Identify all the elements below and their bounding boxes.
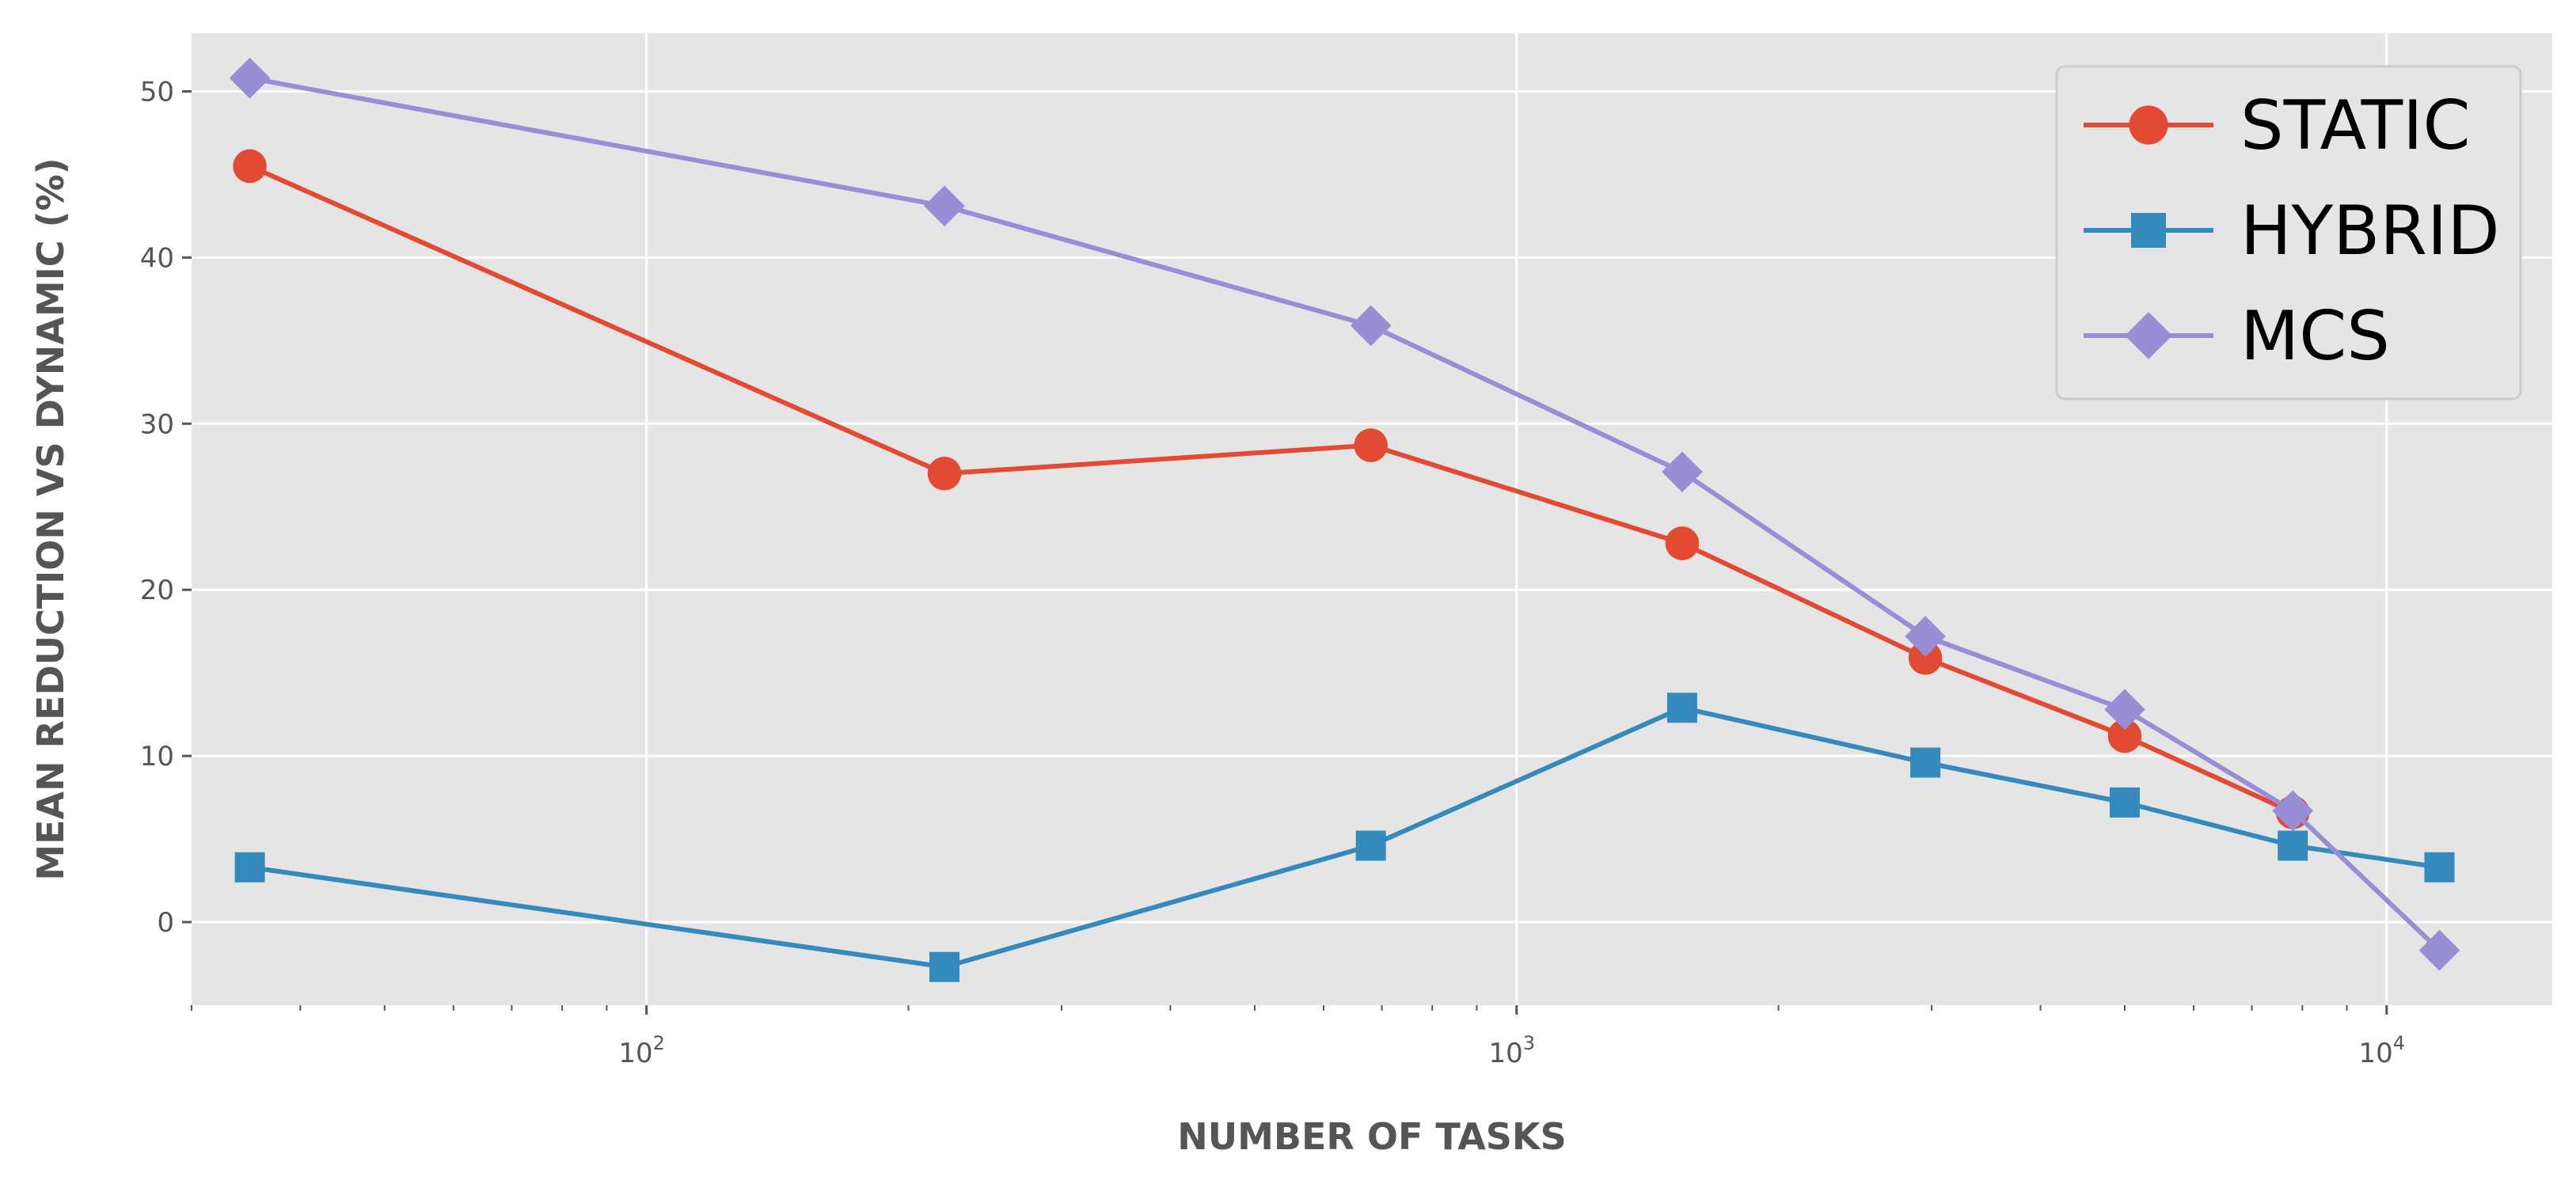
y-axis-label: MEAN REDUCTION VS DYNAMIC (%) [29, 158, 72, 880]
x-tick-base: 10 [1488, 1038, 1522, 1069]
mcs-point [2418, 929, 2460, 971]
static-point [927, 456, 962, 491]
x-tick-base: 10 [618, 1038, 652, 1069]
hybrid-line [249, 705, 2440, 970]
x-axis-label: NUMBER OF TASKS [1177, 1115, 1566, 1158]
mcs-line [249, 75, 2441, 952]
y-tick-label: 20 [140, 575, 174, 606]
x-tick-exponent: 4 [2393, 1032, 2405, 1054]
hybrid-point [1666, 693, 1697, 723]
x-tick-label: 104 [2359, 1032, 2406, 1069]
x-tick-exponent: 2 [653, 1032, 665, 1054]
legend-label-static: STATIC [2240, 86, 2471, 165]
legend-item-hybrid: HYBRID [2084, 192, 2500, 271]
x-tick-base: 10 [2359, 1038, 2393, 1069]
static-point [1354, 428, 1388, 462]
hybrid-point [1355, 830, 1386, 861]
hybrid-point [929, 951, 960, 982]
legend-label-hybrid: HYBRID [2240, 192, 2500, 271]
static-point [1908, 640, 1943, 675]
mcs-point [1350, 305, 1392, 347]
legend-box [2055, 65, 2522, 400]
y-tick-label: 40 [140, 242, 174, 274]
legend-item-mcs: MCS [2084, 297, 2390, 376]
x-tick-label: 102 [618, 1032, 665, 1069]
series-static [233, 149, 2310, 829]
x-tick-exponent: 3 [1523, 1032, 1535, 1054]
mcs-point [229, 57, 271, 99]
series-layer [229, 57, 2460, 982]
hybrid-point [1910, 747, 1941, 778]
series-mcs [229, 57, 2460, 971]
mcs-point [924, 185, 965, 227]
static-point [1665, 526, 1700, 560]
legend: STATIC HYBRID MCS [2055, 65, 2522, 400]
static-point [233, 149, 267, 184]
hybrid-point [2109, 787, 2140, 818]
static-point [2107, 719, 2142, 753]
hybrid-point [234, 852, 265, 882]
hybrid-point [2424, 852, 2455, 882]
y-tick-label: 30 [140, 408, 174, 440]
y-tick-label: 50 [140, 76, 174, 108]
mcs-point [1905, 616, 1946, 657]
series-hybrid [234, 693, 2455, 982]
mcs-point [1662, 451, 1703, 493]
mcs-point [2272, 790, 2314, 832]
legend-label-mcs: MCS [2240, 297, 2390, 376]
legend-marker-static [2129, 105, 2168, 145]
legend-marker-mcs [2125, 312, 2172, 359]
legend-item-static: STATIC [2084, 86, 2471, 165]
y-tick-label: 10 [140, 741, 174, 772]
hybrid-point [2278, 830, 2308, 861]
x-tick-label: 103 [1488, 1032, 1535, 1069]
mcs-point [2104, 689, 2145, 731]
y-tick-label: 0 [157, 907, 174, 939]
legend-marker-hybrid [2131, 213, 2166, 248]
